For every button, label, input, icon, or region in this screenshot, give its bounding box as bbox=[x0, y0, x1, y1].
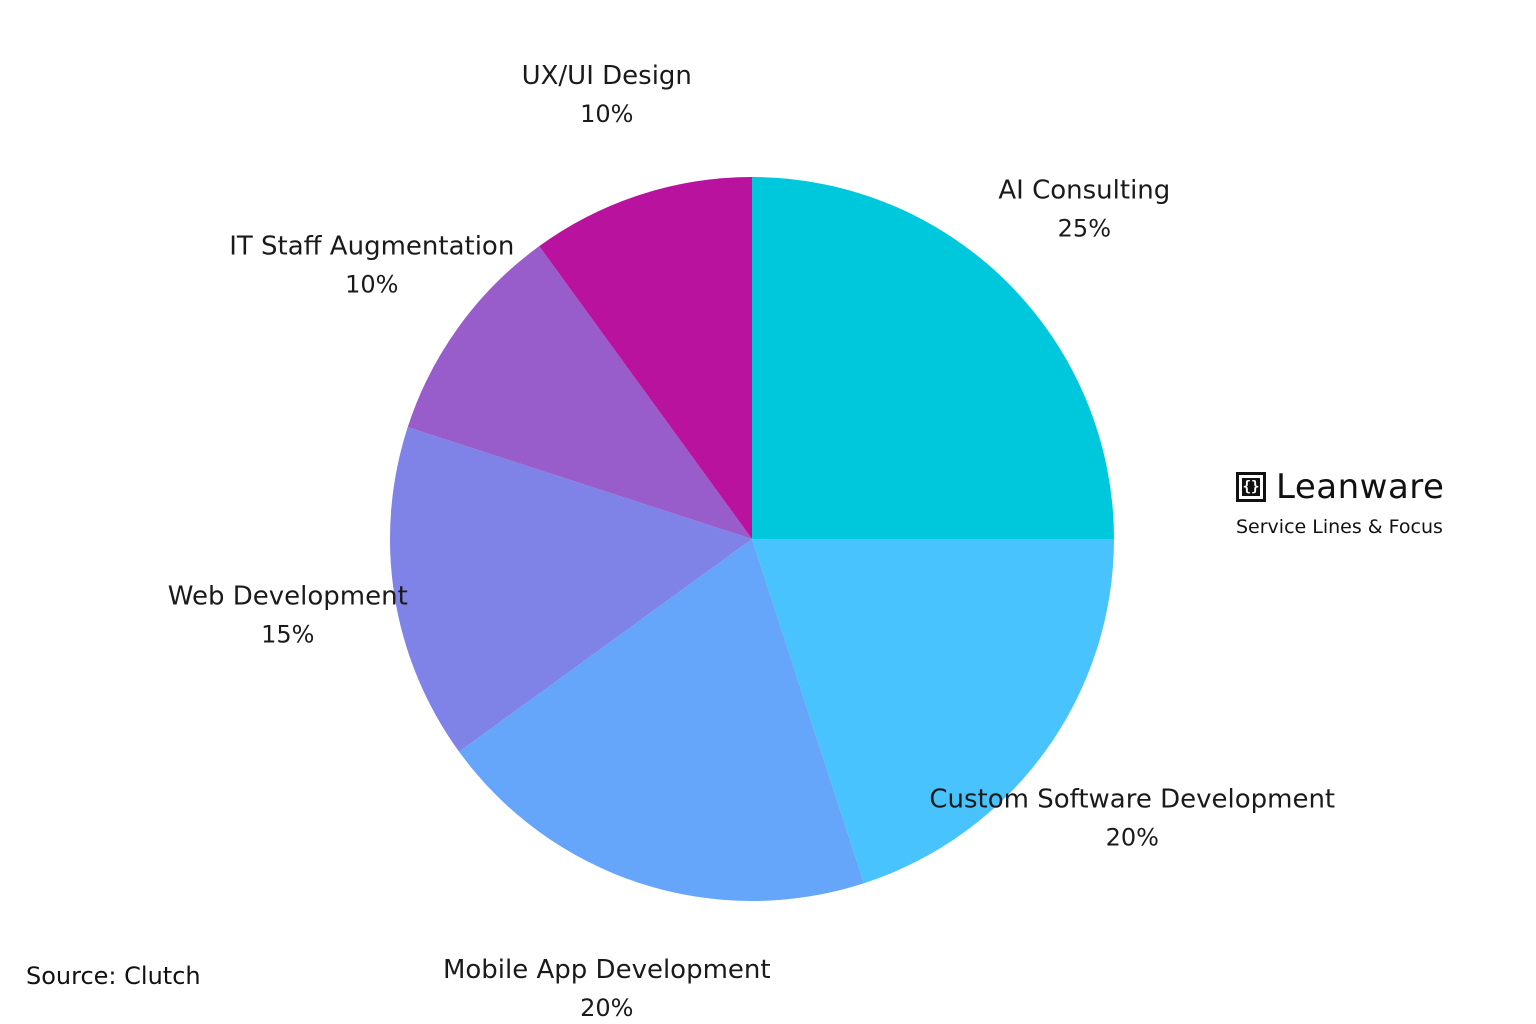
slice-label: Custom Software Development bbox=[929, 784, 1335, 814]
slice-value: 25% bbox=[1058, 215, 1111, 243]
pie-labels: AI Consulting 25% Custom Software Developm… bbox=[168, 61, 1335, 1022]
pie-slice-web-development bbox=[390, 427, 752, 752]
slice-label: IT Staff Augmentation bbox=[229, 232, 514, 262]
slice-value: 10% bbox=[345, 271, 398, 299]
slice-label: Web Development bbox=[168, 582, 408, 612]
curly-brackets-box-icon: {} bbox=[1236, 472, 1266, 502]
brand-block: {} Leanware Service Lines & Focus bbox=[1236, 466, 1476, 538]
source-note: Source: Clutch bbox=[26, 962, 201, 990]
pie-slice-custom-software-development bbox=[752, 539, 1114, 884]
slice-label: Mobile App Development bbox=[443, 955, 771, 985]
pie-slice-ai-consulting bbox=[752, 177, 1114, 539]
slice-value: 10% bbox=[580, 100, 633, 128]
pie-slice-ux-ui-design bbox=[539, 177, 752, 539]
slice-value: 20% bbox=[580, 994, 633, 1022]
pie-slice-it-staff-augmentation bbox=[407, 246, 752, 539]
brand-logo: {} Leanware bbox=[1236, 466, 1476, 508]
slice-value: 20% bbox=[1106, 823, 1159, 851]
slice-label: AI Consulting bbox=[998, 176, 1170, 206]
pie-slice-mobile-app-development bbox=[459, 539, 864, 901]
brand-name: Leanware bbox=[1276, 467, 1445, 507]
slice-value: 15% bbox=[261, 621, 314, 649]
pie-slices bbox=[390, 177, 1114, 901]
chart-subtitle: Service Lines & Focus bbox=[1236, 516, 1443, 538]
slice-label: UX/UI Design bbox=[522, 61, 692, 91]
